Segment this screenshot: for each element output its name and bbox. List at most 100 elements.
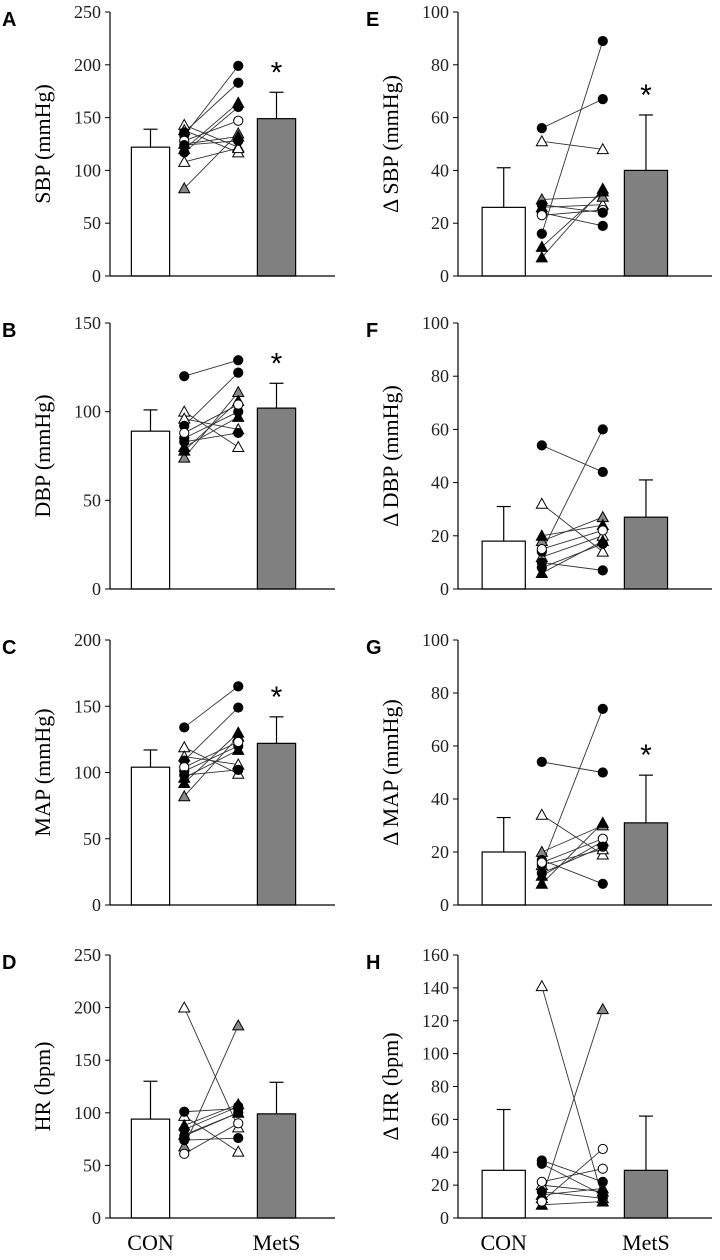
paired-line bbox=[541, 429, 604, 552]
y-tick-label: 50 bbox=[83, 1155, 101, 1175]
paired-line bbox=[541, 524, 603, 537]
bar-mets bbox=[623, 822, 669, 906]
y-tick-label: 60 bbox=[431, 108, 449, 128]
paired-line bbox=[541, 859, 603, 885]
y-tick-label: 100 bbox=[74, 763, 101, 783]
data-point-circle bbox=[233, 355, 244, 366]
data-point-circle bbox=[597, 767, 608, 778]
paired-line bbox=[541, 209, 603, 216]
y-tick-label: 60 bbox=[431, 736, 449, 756]
panel-c: C 0 50 100 150 200 MAP (mmHg) * bbox=[2, 630, 335, 915]
paired-line bbox=[541, 1184, 603, 1193]
data-point-triangle bbox=[596, 545, 610, 557]
paired-line bbox=[184, 769, 239, 776]
significance-star: * bbox=[271, 56, 283, 89]
y-tick-label: 200 bbox=[74, 630, 101, 650]
data-point-circle bbox=[536, 210, 547, 221]
data-point-circle bbox=[179, 427, 190, 439]
data-point-triangle bbox=[535, 877, 549, 889]
paired-line bbox=[541, 814, 604, 856]
y-tick-label: 40 bbox=[431, 789, 449, 809]
data-point-triangle bbox=[231, 1018, 245, 1031]
paired-line bbox=[184, 756, 239, 765]
bar-con bbox=[130, 146, 171, 277]
data-point-circle bbox=[597, 841, 608, 852]
data-point-circle bbox=[233, 135, 244, 146]
paired-line bbox=[184, 1122, 239, 1155]
data-point-triangle bbox=[535, 529, 549, 541]
panel-letter: G bbox=[366, 637, 382, 659]
y-tick-label: 80 bbox=[431, 55, 449, 75]
paired-line bbox=[541, 204, 603, 208]
paired-line bbox=[183, 372, 239, 427]
bar-con bbox=[130, 1118, 171, 1219]
panel-f: F 0 20 40 60 80 100 Δ DBP (mmHg) bbox=[366, 313, 712, 599]
panel-letter: F bbox=[366, 320, 378, 342]
paired-line bbox=[541, 1201, 603, 1206]
paired-line bbox=[541, 848, 603, 866]
y-axis-title: Δ HR (bpm) bbox=[378, 1032, 403, 1140]
y-tick-label: 20 bbox=[431, 1175, 449, 1195]
data-point-circle bbox=[597, 703, 608, 715]
y-tick-label: 150 bbox=[74, 696, 101, 716]
data-point-triangle bbox=[177, 451, 191, 463]
data-point-circle bbox=[179, 371, 190, 382]
data-point-triangle bbox=[231, 141, 245, 154]
y-axis-title: Δ SBP (mmHg) bbox=[378, 75, 403, 213]
data-point-triangle bbox=[231, 1145, 245, 1157]
paired-line bbox=[184, 136, 239, 145]
y-tick-label: 120 bbox=[422, 1011, 449, 1031]
data-point-triangle bbox=[596, 184, 610, 197]
significance-star: * bbox=[640, 739, 652, 772]
panel-h: H 0 20 40 60 80 100 120 140 160 Δ HR (bpm) CON MetS bbox=[366, 945, 712, 1255]
y-tick-label: 40 bbox=[431, 473, 449, 493]
paired-line bbox=[183, 133, 239, 189]
data-point-circle bbox=[179, 139, 190, 151]
data-point-circle bbox=[536, 123, 547, 134]
paired-line bbox=[184, 411, 239, 448]
paired-line bbox=[184, 404, 239, 434]
data-point-triangle bbox=[177, 1001, 191, 1013]
y-tick-label: 0 bbox=[440, 579, 449, 599]
paired-line bbox=[541, 822, 604, 885]
y-tick-label: 40 bbox=[431, 1142, 449, 1162]
y-tick-label: 80 bbox=[431, 683, 449, 703]
y-tick-label: 0 bbox=[92, 895, 101, 915]
y-tick-label: 150 bbox=[74, 1050, 101, 1070]
data-point-circle bbox=[536, 868, 547, 879]
y-tick-label: 20 bbox=[431, 213, 449, 233]
data-point-circle bbox=[233, 1132, 244, 1144]
y-tick-label: 20 bbox=[431, 842, 449, 862]
y-axis-title: HR (bpm) bbox=[30, 1042, 55, 1132]
data-point-circle bbox=[179, 127, 190, 138]
data-point-circle bbox=[536, 199, 547, 210]
y-tick-label: 100 bbox=[422, 1044, 449, 1064]
y-tick-label: 0 bbox=[92, 579, 101, 599]
paired-line bbox=[184, 1106, 239, 1131]
paired-line bbox=[184, 1108, 239, 1113]
data-point-circle bbox=[233, 1107, 244, 1118]
data-point-triangle bbox=[231, 440, 245, 453]
y-axis-title: MAP (mmHg) bbox=[30, 708, 55, 836]
y-tick-label: 0 bbox=[440, 895, 449, 915]
paired-line bbox=[184, 1137, 239, 1141]
panel-letter: B bbox=[2, 320, 16, 342]
data-point-circle bbox=[233, 681, 244, 692]
y-tick-label: 0 bbox=[440, 1208, 449, 1228]
y-tick-label: 0 bbox=[92, 1208, 101, 1228]
data-point-triangle bbox=[596, 816, 610, 828]
data-point-triangle bbox=[177, 155, 191, 167]
data-point-circle bbox=[179, 1130, 190, 1142]
data-point-circle bbox=[233, 101, 244, 113]
paired-line bbox=[184, 741, 239, 768]
paired-line bbox=[541, 140, 603, 150]
y-tick-label: 60 bbox=[431, 419, 449, 439]
data-point-circle bbox=[179, 1106, 190, 1117]
y-tick-label: 80 bbox=[431, 366, 449, 386]
y-tick-label: 0 bbox=[92, 266, 101, 286]
paired-line bbox=[184, 120, 239, 142]
paired-line bbox=[541, 516, 603, 542]
data-point-triangle bbox=[535, 808, 549, 820]
paired-line bbox=[184, 1112, 239, 1137]
